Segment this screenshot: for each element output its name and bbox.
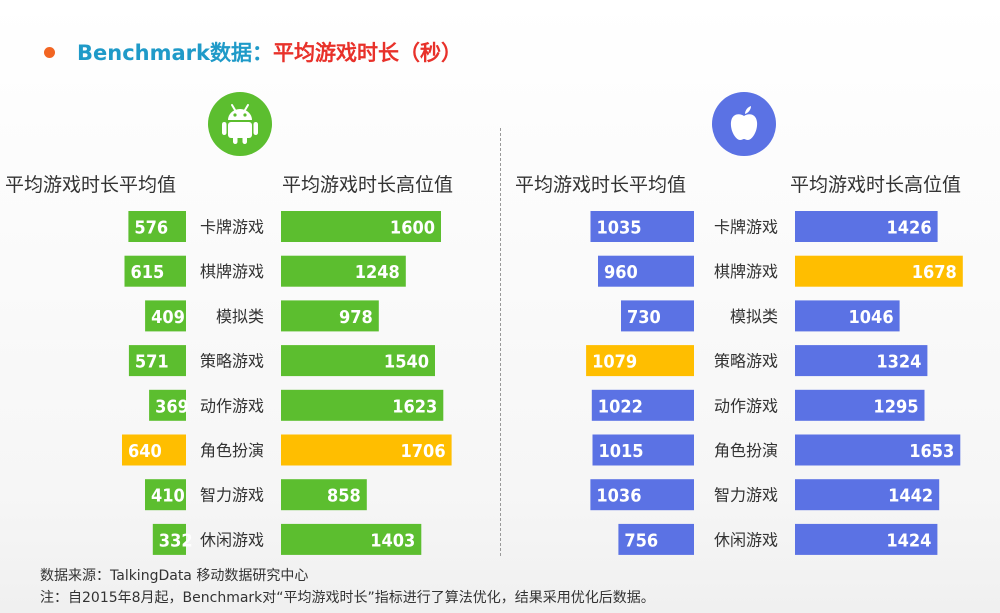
android-category-label: 角色扮演 [200, 441, 264, 460]
ios-avg-bar [621, 300, 694, 332]
android-avg-value-label: 332 [159, 530, 193, 551]
android-median-bar [281, 345, 435, 377]
android-avg-bar [124, 255, 186, 287]
ios-avg-value-label: 756 [624, 530, 658, 551]
android-robot-icon [208, 92, 272, 156]
android-median-header: 平均游戏时长高位值 [282, 174, 454, 196]
ios-category-label: 角色扮演 [714, 441, 778, 460]
apple-logo-icon [712, 92, 776, 156]
android-avg-bar [128, 211, 186, 242]
ios-median-value-label: 1678 [912, 262, 957, 283]
ios-median-value-label: 1442 [888, 486, 933, 507]
android-category-label: 卡牌游戏 [200, 218, 264, 237]
android-median-bar [281, 523, 422, 555]
android-category-label: 棋牌游戏 [200, 262, 264, 281]
ios-avg-bar [586, 345, 694, 377]
data-source: 数据来源：TalkingData 移动数据研究中心 [40, 568, 309, 584]
android-category-label: 动作游戏 [200, 396, 264, 415]
ios-category-label: 模拟类 [730, 307, 778, 326]
ios-median-bar [795, 479, 940, 511]
android-median-bar [281, 434, 452, 466]
android-avg-value-label: 576 [134, 218, 168, 239]
ios-median-bar [795, 211, 938, 242]
ios-median-bar [795, 345, 928, 377]
android-avg-bar [122, 434, 186, 466]
ios-category-label: 动作游戏 [714, 396, 778, 415]
android-median-value-label: 978 [339, 307, 373, 328]
ios-avg-bar [592, 434, 694, 466]
android-median-bar [281, 255, 406, 287]
android-category-label: 策略游戏 [200, 352, 264, 371]
android-category-label: 模拟类 [216, 307, 264, 326]
ios-avg-bar [590, 479, 694, 511]
android-avg-value-label: 640 [128, 441, 162, 462]
page-title: Benchmark数据： 平均游戏时长（秒） [44, 38, 462, 66]
ios-median-value-label: 1324 [876, 352, 921, 373]
ios-avg-value-label: 730 [627, 307, 661, 328]
ios-avg-value-label: 1079 [592, 352, 637, 373]
ios-avg-header: 平均游戏时长平均值 [515, 174, 687, 196]
android-category-label: 智力游戏 [200, 486, 264, 505]
android-median-bar [281, 389, 444, 421]
android-avg-bar [128, 345, 186, 377]
android-median-value-label: 1600 [390, 218, 435, 239]
ios-avg-bar [618, 523, 694, 555]
android-median-value-label: 1403 [370, 530, 415, 551]
ios-avg-value-label: 1015 [599, 441, 644, 462]
ios-median-bar [795, 434, 961, 466]
ios-avg-bar [591, 389, 694, 421]
ios-avg-bar [590, 211, 694, 242]
ios-category-label: 智力游戏 [714, 486, 778, 505]
title-prefix: Benchmark数据： [77, 41, 273, 65]
ios-median-value-label: 1046 [849, 307, 894, 328]
android-median-value-label: 1248 [355, 262, 400, 283]
android-avg-value-label: 410 [151, 486, 185, 507]
ios-median-bar [795, 523, 938, 555]
android-median-value-label: 1623 [392, 396, 437, 417]
title-main: 平均游戏时长（秒） [272, 41, 462, 65]
android-avg-value-label: 369 [155, 396, 189, 417]
android-median-bar [281, 300, 379, 332]
ios-category-label: 策略游戏 [714, 352, 778, 371]
ios-category-label: 休闲游戏 [714, 530, 778, 549]
android-avg-value-label: 571 [135, 352, 169, 373]
ios-avg-bar [598, 255, 694, 287]
footer: 数据来源：TalkingData 移动数据研究中心 注：自2015年8月起，Be… [40, 565, 655, 609]
android-avg-bar [152, 523, 186, 555]
ios-median-bar [795, 300, 900, 332]
ios-median-value-label: 1424 [886, 530, 931, 551]
ios-median-bar [795, 255, 963, 287]
ios-median-value-label: 1426 [887, 218, 932, 239]
ios-avg-value-label: 1022 [598, 396, 643, 417]
ios-avg-value-label: 1035 [597, 218, 642, 239]
android-avg-header: 平均游戏时长平均值 [5, 174, 177, 196]
ios-median-value-label: 1653 [909, 441, 954, 462]
android-avg-value-label: 409 [151, 307, 185, 328]
bullet-dot [44, 46, 55, 58]
footnote: 注：自2015年8月起，Benchmark对“平均游戏时长”指标进行了算法优化，… [40, 590, 655, 606]
android-median-bar [281, 211, 441, 242]
android-median-value-label: 858 [327, 486, 361, 507]
ios-median-bar [795, 389, 925, 421]
android-avg-bar [149, 389, 186, 421]
ios-median-value-label: 1295 [873, 396, 918, 417]
android-median-value-label: 1706 [401, 441, 446, 462]
ios-median-header: 平均游戏时长高位值 [790, 174, 962, 196]
ios-category-label: 卡牌游戏 [714, 218, 778, 237]
ios-category-label: 棋牌游戏 [714, 262, 778, 281]
ios-avg-value-label: 960 [604, 262, 638, 283]
ios-avg-value-label: 1036 [596, 486, 641, 507]
android-median-value-label: 1540 [384, 352, 429, 373]
android-avg-value-label: 615 [131, 262, 165, 283]
android-category-label: 休闲游戏 [200, 530, 264, 549]
platform-divider [500, 128, 501, 556]
android-median-bar [281, 479, 367, 511]
android-avg-bar [145, 300, 186, 332]
android-avg-bar [145, 479, 186, 511]
